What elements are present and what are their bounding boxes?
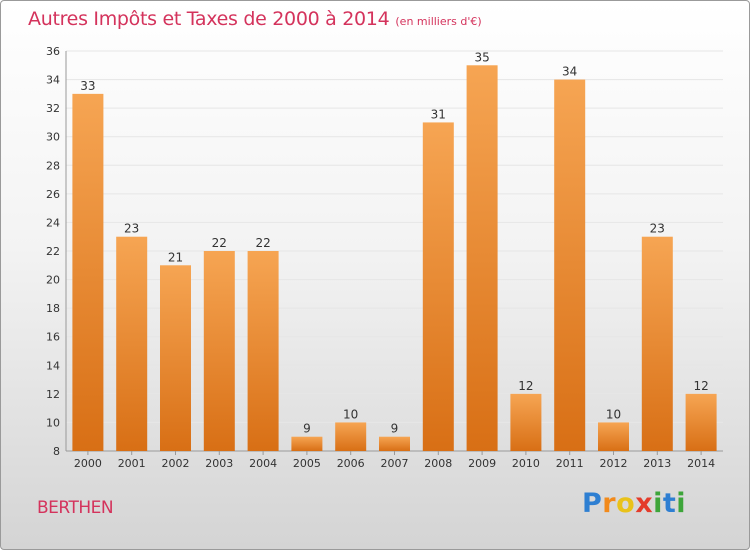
y-tick-label: 8 — [53, 445, 60, 458]
value-label: 23 — [124, 222, 139, 236]
x-tick-label: 2003 — [205, 457, 233, 470]
bars — [72, 65, 717, 452]
x-tick-label: 2014 — [687, 457, 715, 470]
y-tick-label: 12 — [46, 388, 60, 401]
y-tick-label: 26 — [46, 188, 60, 201]
bar-2013 — [641, 236, 673, 451]
x-tick-label: 2011 — [556, 457, 584, 470]
chart-title-text: Autres Impôts et Taxes de 2000 à 2014 — [28, 8, 390, 30]
bar-2003 — [203, 251, 235, 451]
x-tick-label: 2008 — [424, 457, 452, 470]
y-tick-label: 30 — [46, 131, 60, 144]
value-label: 22 — [212, 236, 227, 250]
value-label: 31 — [431, 107, 446, 121]
bar-2008 — [422, 122, 454, 451]
x-tick-label: 2013 — [643, 457, 671, 470]
value-label: 9 — [303, 422, 311, 436]
logo-letter: t — [662, 488, 677, 519]
value-label: 12 — [693, 379, 708, 393]
bar-2005 — [291, 436, 323, 451]
value-label: 34 — [562, 65, 577, 79]
x-tick-label: 2005 — [293, 457, 321, 470]
value-label: 23 — [650, 222, 665, 236]
x-tick-labels: 2000 2001 2002 2003 2004 2005 2006 2007 2008 2009… — [74, 451, 715, 470]
x-tick-label: 2000 — [74, 457, 102, 470]
chart-subtitle: (en milliers d'€) — [395, 15, 482, 28]
value-label: 33 — [80, 79, 95, 93]
y-tick-label: 32 — [46, 102, 60, 115]
proxiti-logo: Proxiti — [582, 488, 686, 519]
y-tick-label: 14 — [46, 359, 60, 372]
bar-2004 — [247, 251, 279, 451]
bar-2000 — [72, 93, 104, 451]
value-labels: 33 23 21 22 22 9 10 9 31 35 12 34 10 23 12 — [80, 50, 708, 435]
commune-name: BERTHEN — [37, 498, 114, 518]
y-tick-label: 36 — [46, 45, 60, 58]
y-tick-label: 28 — [46, 159, 60, 172]
y-tick-label: 22 — [46, 245, 60, 258]
logo-letter: P — [582, 488, 603, 519]
y-tick-label: 18 — [46, 302, 60, 315]
logo-letter: i — [676, 488, 687, 519]
y-tick-label: 20 — [46, 274, 60, 287]
value-label: 12 — [518, 379, 533, 393]
bar-2006 — [335, 422, 367, 451]
bar-2014 — [685, 393, 717, 451]
bar-2010 — [510, 393, 542, 451]
value-label: 10 — [343, 407, 358, 421]
bar-2012 — [598, 422, 629, 451]
bar-2009 — [466, 65, 498, 452]
value-label: 22 — [255, 236, 270, 250]
y-tick-label: 34 — [46, 74, 60, 87]
value-label: 21 — [168, 250, 183, 264]
y-tick-labels: 8 10 12 14 16 18 20 22 24 26 28 30 32 34 36 — [46, 45, 60, 458]
x-tick-label: 2007 — [381, 457, 409, 470]
y-tick-label: 24 — [46, 216, 60, 229]
x-tick-label: 2006 — [337, 457, 365, 470]
value-label: 10 — [606, 407, 621, 421]
x-tick-label: 2002 — [162, 457, 190, 470]
x-tick-label: 2004 — [249, 457, 277, 470]
bar-2001 — [116, 236, 148, 451]
logo-letter: o — [616, 488, 636, 519]
chart-title: Autres Impôts et Taxes de 2000 à 2014 (en… — [28, 8, 482, 30]
y-tick-label: 10 — [46, 416, 60, 429]
bar-2011 — [554, 79, 586, 452]
y-tick-label: 16 — [46, 331, 60, 344]
value-label: 9 — [391, 422, 399, 436]
x-tick-label: 2009 — [468, 457, 496, 470]
logo-letter: x — [635, 488, 654, 519]
logo-letter: i — [653, 488, 663, 519]
x-tick-label: 2001 — [118, 457, 146, 470]
logo-letter: r — [602, 488, 617, 519]
x-tick-label: 2012 — [600, 457, 628, 470]
x-tick-label: 2010 — [512, 457, 540, 470]
bar-2002 — [160, 265, 191, 451]
bar-2007 — [379, 436, 410, 451]
value-label: 35 — [474, 50, 489, 64]
